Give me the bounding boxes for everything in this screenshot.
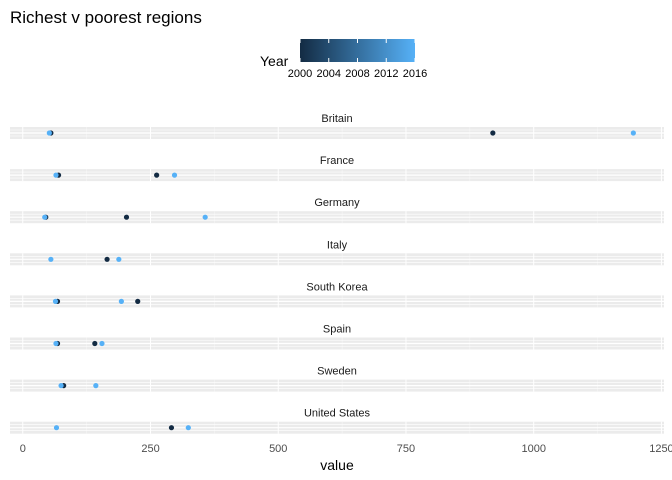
facet-panel: Spain [10,324,664,350]
legend-tick-label: 2000 [288,68,312,80]
x-axis-label: value [320,457,354,473]
facet-label: Germany [314,197,360,209]
legend-tick-label: 2012 [374,68,398,80]
data-point [53,340,59,347]
facet-panel: Italy [10,239,664,266]
data-point [104,256,110,262]
data-point [490,130,496,136]
facet-label: Italy [327,239,348,251]
facet-label: United States [304,408,371,420]
data-point [42,214,48,220]
legend-colorbar [300,39,415,62]
data-point [53,172,59,178]
facet-panel: Britain [10,113,664,139]
data-point [58,383,64,389]
legend-tick-label: 2016 [403,68,427,80]
x-tick-label: 0 [20,443,26,455]
facet-panel: Sweden [10,366,664,392]
data-point [171,172,178,178]
x-tick-label: 500 [269,443,287,455]
facet-panel: South Korea [10,281,664,308]
facet-label: France [320,155,354,167]
data-point [630,130,636,136]
legend-title: Year [260,53,289,69]
data-point [48,256,54,262]
x-tick-label: 750 [397,443,415,455]
x-tick-label: 1000 [521,443,545,455]
data-point [185,425,191,431]
facet-label: South Korea [306,281,368,293]
x-axis: 0 250 500 750 1000 1250 [20,443,672,455]
legend-ticks: 2000 2004 2008 2012 2016 [288,39,427,80]
data-point [92,340,98,347]
facet-panel: United States [10,408,664,434]
legend: Year 2000 2004 2008 2012 2016 [260,39,427,80]
data-point [53,425,60,431]
facet-panel: Germany [10,197,664,224]
data-point [93,383,99,389]
data-point [202,214,208,220]
facet-label: Britain [321,113,352,125]
data-point [135,298,141,304]
facet-panels: Britain France Germany Italy South Korea Spai… [10,113,664,434]
legend-tick-label: 2004 [317,68,341,80]
data-point [116,256,122,262]
legend-tick-label: 2008 [345,68,369,80]
facet-label: Spain [323,324,351,336]
chart-title: Richest v poorest regions [10,8,202,27]
data-point [154,172,160,178]
facet-label: Sweden [317,366,357,378]
x-tick-label: 250 [141,443,159,455]
data-point [168,425,175,431]
data-point [118,298,124,304]
facet-panel: France [10,155,664,182]
data-point [46,130,52,136]
data-point [99,340,105,347]
data-point [123,214,130,220]
data-point [52,298,59,304]
x-tick-label: 1250 [649,443,672,455]
